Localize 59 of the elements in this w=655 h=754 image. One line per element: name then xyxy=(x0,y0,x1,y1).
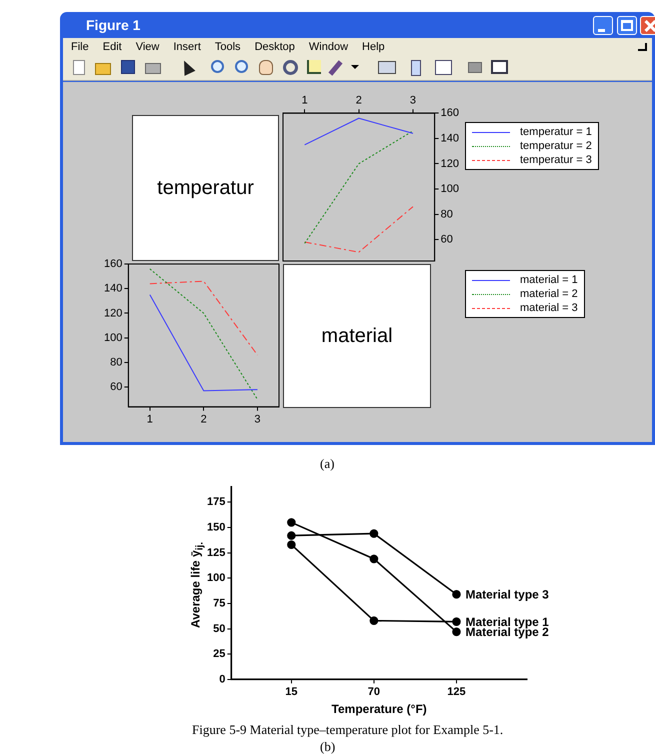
point xyxy=(287,518,296,527)
caption: Figure 5-9 Material type–temperature plot for Example 5-1. xyxy=(192,722,504,738)
text: Window xyxy=(308,40,348,52)
y-tick-label: 80 xyxy=(440,208,453,220)
y-tick-label: 75 xyxy=(213,597,226,610)
legend-label: temperatur = 2 xyxy=(520,140,592,152)
y-tick-label: 160 xyxy=(440,107,460,120)
y-tick-label: 140 xyxy=(104,282,122,295)
x-tick-label: 2 xyxy=(200,413,207,426)
text: Insert xyxy=(173,40,201,52)
point xyxy=(452,590,461,599)
x-tick-label: 3 xyxy=(254,413,261,426)
y-tick-label: 25 xyxy=(213,648,226,660)
text: View xyxy=(136,40,160,52)
point xyxy=(287,531,296,540)
text: Desktop xyxy=(254,40,295,52)
x-tick-label: 2 xyxy=(356,94,362,107)
y-tick-label: 60 xyxy=(440,234,453,246)
text: Figure 1 xyxy=(86,17,140,33)
y-tick-label: 120 xyxy=(104,307,122,320)
legend-label: temperatur = 3 xyxy=(520,154,592,166)
y-tick-label: 50 xyxy=(213,622,226,635)
y-tick-label: 160 xyxy=(104,258,122,270)
text: Edit xyxy=(102,40,122,52)
legend-label: material = 2 xyxy=(520,288,578,300)
text: (b) xyxy=(320,739,336,754)
x-tick-label: 15 xyxy=(285,686,298,698)
text: File xyxy=(71,40,89,52)
legend-label: temperatur = 1 xyxy=(520,126,592,138)
y-tick-label: 100 xyxy=(206,572,226,584)
y-tick-label: 125 xyxy=(206,546,226,559)
y-tick-label: 0 xyxy=(219,673,226,686)
text: Help xyxy=(362,40,385,52)
point xyxy=(370,554,378,564)
point xyxy=(452,628,461,636)
x-tick-label: 1 xyxy=(302,94,308,107)
text: temperatur xyxy=(157,176,254,200)
x-tick-label: 70 xyxy=(368,686,380,698)
text: Tools xyxy=(214,40,241,52)
y-tick-label: 80 xyxy=(110,356,122,369)
text: material xyxy=(321,324,393,348)
y-tick-label: 100 xyxy=(440,183,460,196)
legend-label: material = 1 xyxy=(520,274,578,286)
text: (a) xyxy=(320,456,334,472)
legend-label: material = 3 xyxy=(520,302,578,314)
y-tick-label: 60 xyxy=(110,381,122,394)
x-axis-title: Temperature (°F) xyxy=(332,702,427,716)
y-tick-label: 100 xyxy=(104,332,122,344)
point xyxy=(452,617,461,626)
x-tick-label: 3 xyxy=(410,94,416,107)
x-tick-label: 1 xyxy=(146,413,153,426)
y-tick-label: 120 xyxy=(440,158,460,170)
y-tick-label: 150 xyxy=(206,522,226,534)
point xyxy=(370,529,378,538)
point xyxy=(287,540,296,550)
y-tick-label: 175 xyxy=(206,496,226,508)
y-tick-label: 140 xyxy=(440,132,460,144)
point xyxy=(370,616,378,625)
series-label: Material type 3 xyxy=(465,588,550,602)
